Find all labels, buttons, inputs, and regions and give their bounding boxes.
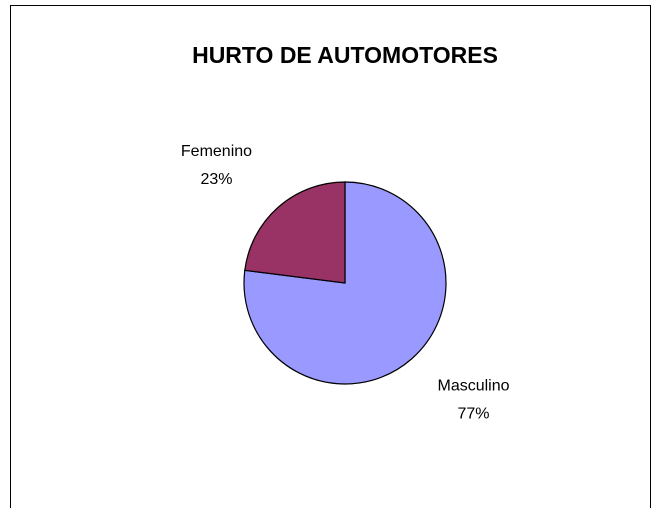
slice-label: Femenino	[181, 143, 252, 160]
chart-title: HURTO DE AUTOMOTORES	[192, 42, 498, 68]
slice-value-label: 77%	[458, 406, 490, 423]
pie-slice	[244, 181, 346, 284]
slice-value-label: 23%	[200, 171, 232, 188]
slice-label: Masculino	[438, 378, 510, 395]
